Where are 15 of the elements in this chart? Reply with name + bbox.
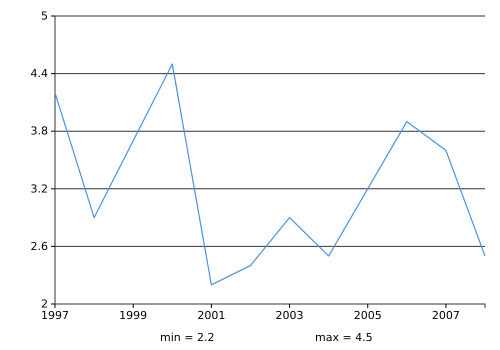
x-tick-label: 1997 <box>41 308 69 322</box>
text: max = 4.5 <box>315 331 373 344</box>
y-tick-label: 3.2 <box>30 182 48 196</box>
x-tick-label: 2005 <box>354 308 382 322</box>
x-tick-label: 2003 <box>276 308 304 322</box>
text: min = 2.2 <box>160 331 214 344</box>
y-tick-label: 3.8 <box>30 124 48 138</box>
y-tick-label: 2 <box>41 298 48 311</box>
x-tick-label: 2001 <box>197 308 226 322</box>
line-series <box>54 63 486 286</box>
x-tick-label: 1999 <box>119 308 148 322</box>
y-tick-label: 5 <box>41 10 48 23</box>
y-tick-label: 2.6 <box>30 240 48 253</box>
y-tick-label: 4.4 <box>30 67 48 80</box>
x-tick-label: 2007 <box>432 308 460 322</box>
